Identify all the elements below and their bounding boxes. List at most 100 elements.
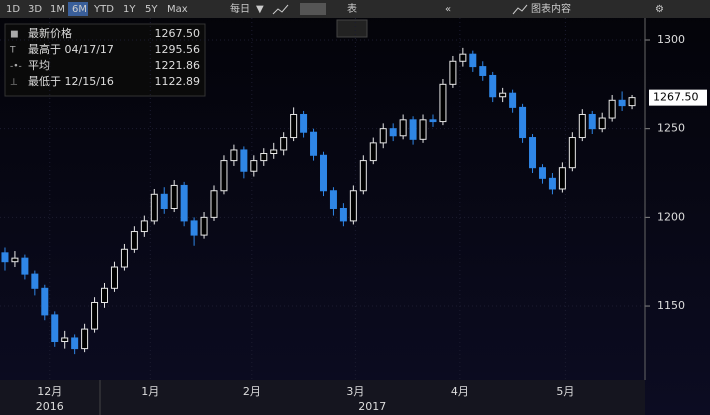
- range-button[interactable]: 1Y: [123, 4, 136, 15]
- candle-body: [91, 301, 99, 330]
- candle-body: [210, 190, 218, 218]
- range-button[interactable]: 3D: [28, 4, 42, 15]
- y-tick-label: 1150: [657, 299, 685, 312]
- chart-content[interactable]: 图表内容: [531, 2, 571, 15]
- candle-body: [300, 113, 308, 133]
- legend-label: 最新价格: [28, 26, 72, 40]
- candle-body: [41, 287, 49, 316]
- candle-body: [628, 97, 636, 107]
- candle-body: [459, 53, 467, 62]
- candle-body: [160, 193, 168, 209]
- range-button[interactable]: Max: [167, 4, 188, 15]
- candle-body: [529, 137, 537, 169]
- legend-icon: T: [9, 46, 16, 56]
- candle-body: [379, 128, 387, 144]
- dropdown-icon[interactable]: ▼: [256, 4, 264, 15]
- candle-body: [130, 231, 138, 250]
- range-button[interactable]: YTD: [93, 4, 114, 15]
- candle-body: [61, 337, 69, 343]
- range-button[interactable]: 5Y: [145, 4, 158, 15]
- candle-body: [399, 119, 407, 137]
- legend-items: ■ 最新价格 1267.50 T 最高于 04/17/17 1295.56 -•- 平均 122…: [9, 26, 200, 88]
- x-tick-label: 4月: [451, 385, 469, 398]
- candle-body: [290, 113, 298, 139]
- candle-body: [120, 248, 128, 268]
- candle-body: [519, 106, 527, 139]
- candle-body: [220, 160, 228, 192]
- candle-body: [359, 160, 367, 192]
- candle-body: [101, 287, 109, 303]
- candle-body: [409, 119, 417, 140]
- frequency[interactable]: 每日: [230, 2, 250, 15]
- candle-body: [349, 190, 357, 222]
- candle-body: [449, 60, 457, 85]
- candle-body: [419, 119, 427, 140]
- candle-body: [260, 153, 268, 162]
- legend-value: 1122.89: [155, 75, 201, 88]
- candle-body: [21, 257, 29, 275]
- range-button[interactable]: 1M: [50, 4, 65, 15]
- year-label: 2016: [36, 400, 64, 413]
- candle-body: [81, 328, 89, 350]
- candle-body: [479, 66, 487, 76]
- candle-body: [509, 92, 517, 108]
- candle-body: [31, 273, 39, 289]
- candle-body: [310, 131, 318, 156]
- x-axis-band: [0, 380, 645, 415]
- legend-icon: -•-: [10, 62, 22, 72]
- candle-body: [339, 207, 347, 222]
- candle-body: [369, 142, 377, 162]
- candle-body: [389, 128, 397, 137]
- candle-body: [548, 177, 556, 190]
- table-button[interactable]: 表: [347, 2, 357, 15]
- legend-label: 最高于 04/17/17: [28, 42, 114, 56]
- year-label: 2017: [358, 400, 386, 413]
- candle-body: [110, 266, 118, 289]
- x-tick-label: 12月: [37, 385, 62, 398]
- candle-body: [598, 117, 606, 130]
- candle-body: [1, 252, 9, 263]
- last-price-tag: [649, 89, 707, 106]
- y-tick-label: 1250: [657, 122, 685, 135]
- range-button[interactable]: 6M: [72, 4, 87, 15]
- candle-body: [230, 149, 238, 162]
- x-tick-label: 1月: [141, 385, 159, 398]
- candle-body: [170, 184, 178, 209]
- candle-body: [489, 74, 497, 98]
- candle-body: [329, 190, 337, 209]
- range-button[interactable]: 1D: [6, 4, 20, 15]
- x-tick-label: 3月: [346, 385, 364, 398]
- line-icon[interactable]: [272, 4, 289, 15]
- settings-icon[interactable]: ⚙: [655, 4, 664, 15]
- legend-label: 平均: [28, 59, 50, 72]
- candle-icon[interactable]: [300, 3, 326, 15]
- candle-body: [618, 99, 626, 107]
- legend-icon: ■: [10, 30, 19, 40]
- legend-value: 1295.56: [155, 43, 201, 56]
- candle-body: [429, 119, 437, 123]
- chart-type-button[interactable]: [336, 19, 368, 38]
- candle-body: [578, 113, 586, 139]
- candle-body: [469, 53, 477, 68]
- collapse-icon[interactable]: «: [445, 4, 451, 15]
- legend-icon: ⊥: [10, 78, 18, 88]
- candle-body: [150, 193, 158, 222]
- last-price-label: 1267.50: [653, 91, 699, 104]
- candle-body: [11, 257, 19, 263]
- y-tick-label: 1300: [657, 33, 685, 46]
- candle-body: [568, 137, 576, 169]
- candle-body: [200, 216, 208, 236]
- candle-body: [51, 314, 59, 343]
- x-tick-label: 2月: [243, 385, 261, 398]
- y-tick-label: 1200: [657, 210, 685, 223]
- toolbar: [0, 0, 710, 18]
- candle-body: [240, 149, 248, 172]
- candle-body: [190, 220, 198, 236]
- candle-body: [250, 160, 258, 172]
- candle-body: [71, 337, 79, 350]
- candle-body: [180, 184, 188, 222]
- legend-value: 1221.86: [155, 59, 201, 72]
- candle-body: [588, 113, 596, 130]
- chart-icon[interactable]: [512, 4, 528, 15]
